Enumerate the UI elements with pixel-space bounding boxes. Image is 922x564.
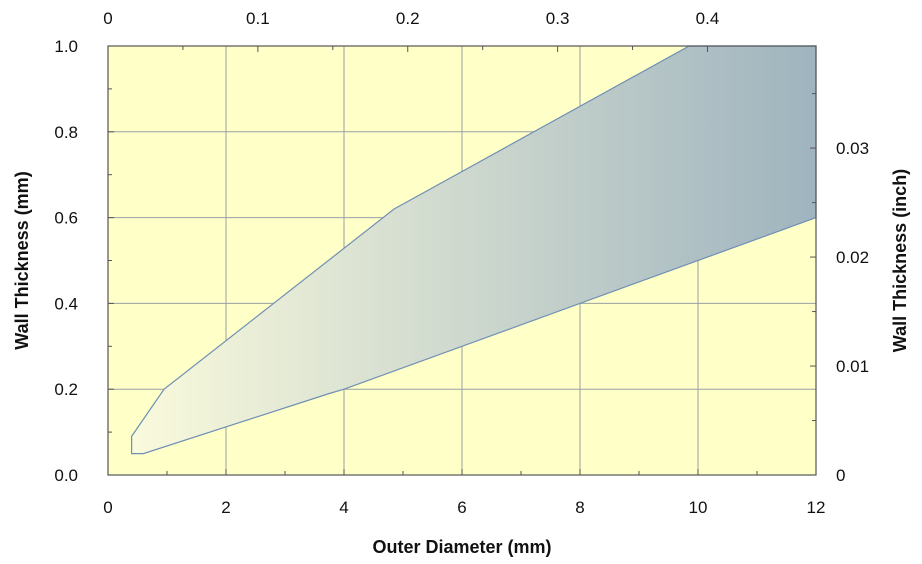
y2-tick-label-2: 0.02: [836, 248, 869, 267]
x2-tick-label-1: 0.1: [246, 9, 270, 28]
y2-tick-label-0: 0: [836, 466, 845, 485]
axis-ticks: [107, 45, 817, 476]
y-tick-label-1: 0.2: [54, 380, 78, 399]
x-tick-label-5: 10: [689, 498, 708, 517]
x2-tick-label-3: 0.3: [546, 9, 570, 28]
x-tick-label-0: 0: [103, 498, 112, 517]
y-tick-label-0: 0.0: [54, 466, 78, 485]
x-tick-label-3: 6: [457, 498, 466, 517]
y-tick-label-5: 1.0: [54, 37, 78, 56]
x2-tick-label-4: 0.4: [696, 9, 720, 28]
x-axis-title: Outer Diameter (mm): [372, 537, 551, 557]
y-tick-label-2: 0.4: [54, 294, 78, 313]
y2-tick-label-1: 0.01: [836, 357, 869, 376]
x2-tick-label-2: 0.2: [396, 9, 420, 28]
x-tick-label-4: 8: [575, 498, 584, 517]
x-tick-label-2: 4: [339, 498, 348, 517]
y-axis-title: Wall Thickness (mm): [12, 171, 32, 349]
y2-tick-label-3: 0.03: [836, 139, 869, 158]
x2-tick-label-0: 0: [103, 9, 112, 28]
x-tick-label-6: 12: [807, 498, 826, 517]
y2-axis-title: Wall Thickness (inch): [890, 169, 910, 352]
tick-labels: 0 2 4 6 8 10 12 0.0 0.2 0.4 0.6 0.8 1.0 0 0.1 0.2 0.3 0.4…: [54, 9, 869, 517]
y-tick-label-3: 0.6: [54, 209, 78, 228]
x-tick-label-1: 2: [221, 498, 230, 517]
y-tick-label-4: 0.8: [54, 123, 78, 142]
